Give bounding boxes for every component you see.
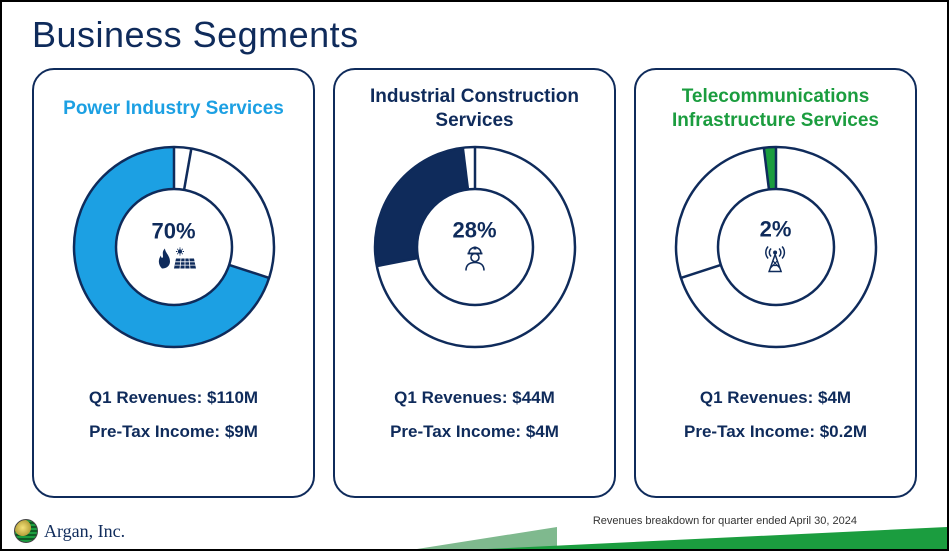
footer: Revenues breakdown for quarter ended Apr…: [2, 513, 947, 549]
footer-accent: [487, 527, 947, 549]
donut-chart-telecom: 2%: [671, 142, 881, 352]
donut-percent-label: 2%: [760, 217, 792, 243]
company-logo-icon: [14, 519, 38, 543]
metric-revenue: Q1 Revenues: $44M: [345, 388, 604, 408]
metric-income: Pre-Tax Income: $0.2M: [646, 422, 905, 442]
segment-metrics: Q1 Revenues: $44M Pre-Tax Income: $4M: [345, 374, 604, 456]
company-brand: Argan, Inc.: [14, 519, 125, 543]
segment-title: Industrial Construction Services: [345, 84, 604, 134]
donut-percent-label: 28%: [452, 218, 496, 244]
segment-metrics: Q1 Revenues: $4M Pre-Tax Income: $0.2M: [646, 374, 905, 456]
metric-income: Pre-Tax Income: $9M: [44, 422, 303, 442]
donut-center: 2%: [760, 217, 792, 278]
company-name: Argan, Inc.: [44, 521, 125, 542]
segment-title: Telecommunications Infrastructure Servic…: [646, 84, 905, 134]
worker-icon: [461, 246, 487, 272]
antenna-icon: [760, 245, 790, 273]
segment-title: Power Industry Services: [63, 84, 284, 134]
metric-income: Pre-Tax Income: $4M: [345, 422, 604, 442]
metric-revenue: Q1 Revenues: $110M: [44, 388, 303, 408]
metric-revenue: Q1 Revenues: $4M: [646, 388, 905, 408]
footer-note: Revenues breakdown for quarter ended Apr…: [593, 515, 857, 527]
donut-chart-industrial: 28%: [370, 142, 580, 352]
segment-card-industrial: Industrial Construction Services 28% Q1 …: [333, 68, 616, 498]
segments-row: Power Industry Services 70%: [2, 56, 947, 498]
donut-percent-label: 70%: [151, 219, 195, 245]
donut-chart-power: 70%: [69, 142, 279, 352]
page-title: Business Segments: [2, 2, 947, 56]
segment-card-telecom: Telecommunications Infrastructure Servic…: [634, 68, 917, 498]
center-icons: [452, 246, 496, 277]
center-icons: [151, 247, 195, 276]
donut-center: 70%: [151, 219, 195, 276]
flame-solar-icon: [151, 247, 195, 271]
donut-center: 28%: [452, 218, 496, 277]
segment-metrics: Q1 Revenues: $110M Pre-Tax Income: $9M: [44, 374, 303, 456]
segment-card-power: Power Industry Services 70%: [32, 68, 315, 498]
center-icons: [760, 245, 792, 278]
